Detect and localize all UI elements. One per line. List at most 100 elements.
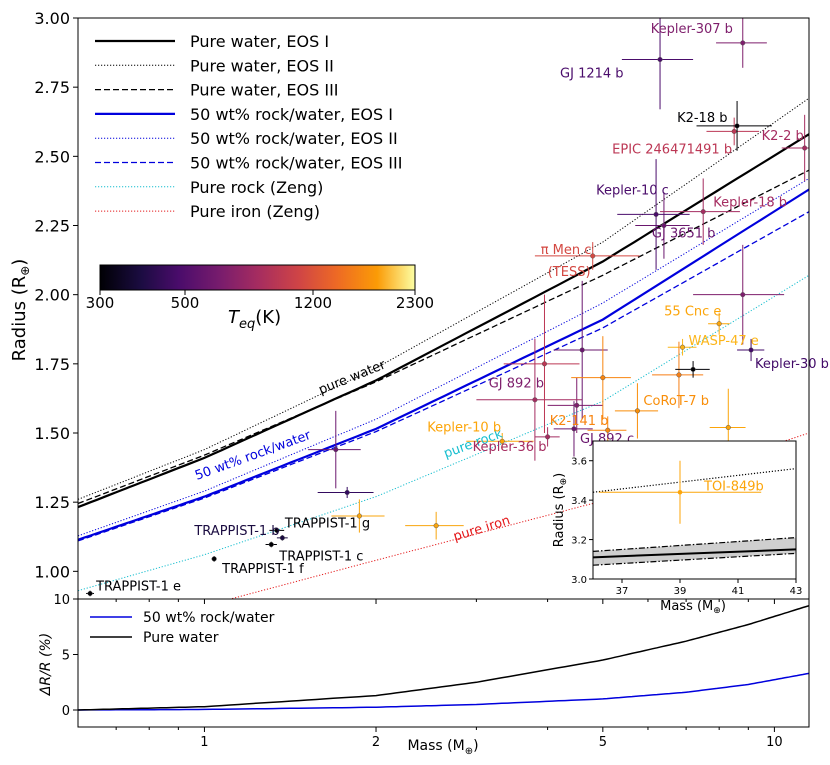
main-y-axis-label-close: )	[9, 259, 30, 266]
bottom-curve-pure-water	[78, 604, 809, 711]
inset-x-ticks: 37 39 41 43	[616, 579, 802, 597]
planet-marker	[600, 375, 606, 381]
inset-point-label-toi-849b: TOI-849b	[703, 479, 764, 494]
planet-marker	[344, 489, 350, 496]
planet-marker	[716, 321, 722, 327]
planet-marker	[690, 366, 696, 372]
planet-marker	[268, 541, 274, 548]
planet-label-epic-246471491-b: EPIC 246471491 b	[612, 142, 732, 157]
inset-plot: 3.03.23.43.6 37 39 41 43 Radius (R⊕) Mass (…	[552, 440, 802, 616]
planet-point-26	[693, 244, 785, 345]
planet-gj-1214-b	[621, 18, 694, 110]
inset-y-axis-label-text: Radius (R	[552, 485, 567, 547]
colorbar: 300 500 1200 2300 Teq(K)	[86, 264, 434, 332]
legend-label-pure-water-eos-iii: Pure water, EOS III	[190, 81, 339, 100]
planet-men-c	[534, 242, 640, 270]
planet-marker	[653, 211, 659, 217]
legend-label-pure-iron-zeng: Pure iron (Zeng)	[190, 202, 320, 221]
planet-kepler-36-b	[534, 427, 560, 447]
colorbar-tick-label: 300	[86, 294, 115, 312]
inset-y-tick-label: 3.0	[571, 575, 587, 586]
main-y-axis-label-text: Radius (R	[9, 276, 30, 362]
inset-x-tick-label: 37	[616, 586, 629, 597]
main-curves	[78, 97, 809, 599]
planet-corot-7-b	[614, 383, 659, 439]
planet-marker	[680, 344, 686, 350]
main-y-axis-label: Radius (R⊕)	[9, 259, 32, 362]
main-y-tick-label: 1.00	[34, 562, 70, 581]
planet-marker	[499, 438, 505, 444]
planet-marker	[676, 372, 682, 378]
bottom-x-tick-label: 2	[372, 735, 380, 750]
planet-kepler-10-c	[617, 159, 690, 270]
planet-marker	[634, 408, 640, 414]
colorbar-label-tail: (K)	[255, 307, 281, 328]
planet-marker	[579, 347, 585, 353]
bottom-y-tick-label: 0	[62, 704, 70, 719]
inset-points	[598, 460, 762, 524]
planet-55-cnc-e	[708, 312, 730, 335]
colorbar-tick-label: 1200	[294, 294, 332, 312]
main-y-tick-label: 1.25	[34, 493, 70, 512]
bottom-y-tick-label: 5	[62, 649, 70, 664]
planet-marker	[734, 123, 740, 129]
planet-marker	[590, 253, 596, 259]
bottom-x-tick-label: 1	[200, 735, 208, 750]
legend-label-pure-water-eos-ii: Pure water, EOS II	[190, 56, 334, 75]
planet-label-kepler-18-b: Kepler-18 b	[713, 196, 787, 211]
colorbar-tick-label: 2300	[396, 294, 434, 312]
planet-marker	[740, 292, 746, 298]
planet-label-trappist-1-c: TRAPPIST-1 c	[278, 549, 363, 564]
planet-label-k2-2-b: K2-2 b	[762, 129, 804, 144]
planet-marker	[605, 427, 611, 433]
planet-point-6	[308, 410, 361, 489]
planet-label-gj-892-b: GJ 892 b	[489, 376, 544, 391]
bottom-y-tick-label: 10	[53, 593, 70, 608]
inset-y-axis-label-close: )	[552, 473, 567, 478]
inset-curve-eos-i	[593, 548, 796, 559]
inset-point-marker	[677, 489, 683, 495]
colorbar-tick-label: 500	[171, 294, 200, 312]
planet-label-kepler-307-b: Kepler-307 b	[651, 22, 733, 37]
planet-marker	[731, 128, 737, 134]
planet-point-21	[652, 341, 704, 409]
legend-label-50-wt-rock-water-eos-iii: 50 wt% rock/water, EOS III	[190, 154, 402, 173]
planet-label-corot-7-b: CoRoT-7 b	[643, 394, 709, 409]
main-y-tick-label: 2.50	[34, 147, 70, 166]
bottom-x-axis-label-text: Mass (M	[407, 738, 464, 754]
planet-marker	[725, 424, 731, 431]
curve-pure-water-eos-i	[78, 133, 809, 509]
bottom-x-axis-label-close: )	[473, 738, 478, 754]
legend-label-pure-water-eos-i: Pure water, EOS I	[190, 32, 329, 51]
main-y-axis-label-unit: ⊕	[18, 266, 32, 276]
inset-x-tick-label: 41	[732, 586, 745, 597]
main-y-ticks: 1.00 1.25 1.50 1.75 2.00 2.25 2.50 2.75 3.00	[34, 9, 78, 581]
planet-label-gj-1214-b: GJ 1214 b	[560, 67, 624, 82]
planet-marker	[700, 209, 706, 215]
planet-marker	[802, 145, 808, 151]
planet-label-wasp-47-e: WASP-47 e	[689, 334, 759, 349]
planet-label-kepler-10-b: Kepler-10 b	[427, 420, 501, 435]
planet-label-kepler-10-c: Kepler-10 c	[596, 183, 669, 198]
planet-trappist-1-e	[86, 590, 94, 597]
label-tess: (TESS)	[548, 265, 591, 280]
main-planets	[86, 18, 809, 597]
inset-x-axis-label-unit: ⊕	[713, 606, 721, 616]
planet-marker	[545, 434, 551, 440]
bottom-y-ticks: 0 5 10	[53, 593, 78, 719]
annotation-pure-iron: pure iron	[452, 513, 512, 544]
planet-point-22	[675, 361, 710, 378]
legend-label-50-wt-rock-water-eos-i: 50 wt% rock/water, EOS I	[190, 105, 393, 124]
inset-frame	[592, 440, 797, 580]
planet-marker	[661, 222, 667, 229]
planet-marker	[87, 590, 93, 597]
inset-curve-eos-i-upper	[593, 537, 796, 552]
curve-50-wt-rock-water-eos-i	[78, 188, 809, 541]
planet-marker	[574, 402, 580, 408]
planet-label-kepler-36-b: Kepler-36 b	[473, 440, 547, 455]
bottom-legend-label-50-wt-rock-water: 50 wt% rock/water	[143, 610, 275, 626]
legend-label-50-wt-rock-water-eos-ii: 50 wt% rock/water, EOS II	[190, 129, 398, 148]
planet-marker	[541, 361, 548, 367]
